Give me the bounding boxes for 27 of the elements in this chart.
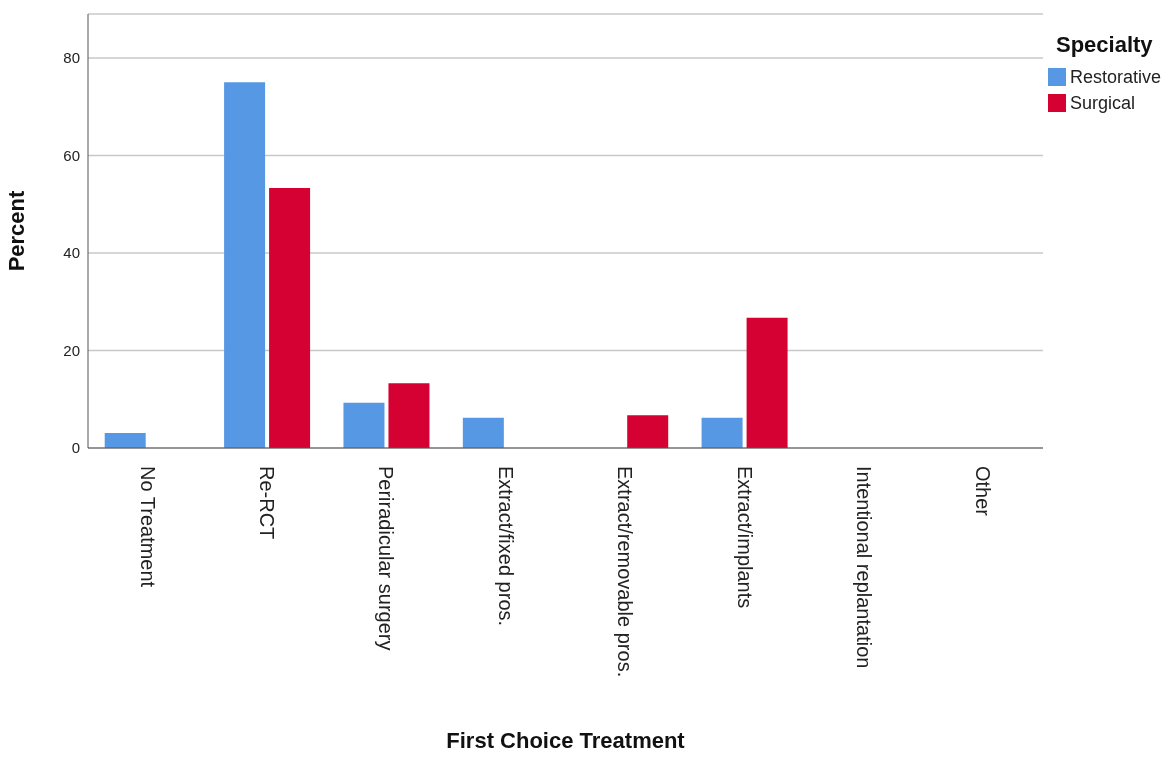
y-tick-label: 60 — [63, 146, 80, 164]
bar — [627, 415, 669, 448]
bar — [224, 82, 266, 448]
y-axis-title: Percent — [3, 189, 29, 272]
x-tick-label: Intentional replantation — [852, 466, 875, 669]
x-tick-label: Re-RCT — [256, 466, 279, 540]
y-tick-label: 40 — [63, 244, 80, 262]
y-tick-label: 80 — [63, 49, 80, 67]
bar — [343, 402, 385, 448]
bar — [388, 383, 430, 448]
legend-label: Surgical — [1070, 92, 1136, 114]
x-tick-label: No Treatment — [136, 466, 159, 588]
x-axis-title: First Choice Treatment — [446, 728, 686, 753]
x-tick-label: Extract/fixed pros. — [494, 466, 517, 627]
bar — [269, 188, 311, 448]
bar — [701, 417, 743, 448]
bar — [746, 317, 788, 448]
bar — [104, 432, 146, 448]
y-tick-label: 0 — [71, 439, 80, 457]
legend-label: Restorative — [1070, 66, 1162, 88]
y-tick-label: 20 — [63, 341, 80, 359]
legend-title: Specialty — [1056, 32, 1154, 58]
x-tick-label: Other — [972, 466, 995, 517]
bar — [462, 417, 504, 448]
x-tick-label: Extract/removable pros. — [614, 466, 637, 678]
x-tick-label: Extract/implants — [733, 466, 756, 609]
x-tick-label: Periradicular surgery — [375, 466, 398, 651]
